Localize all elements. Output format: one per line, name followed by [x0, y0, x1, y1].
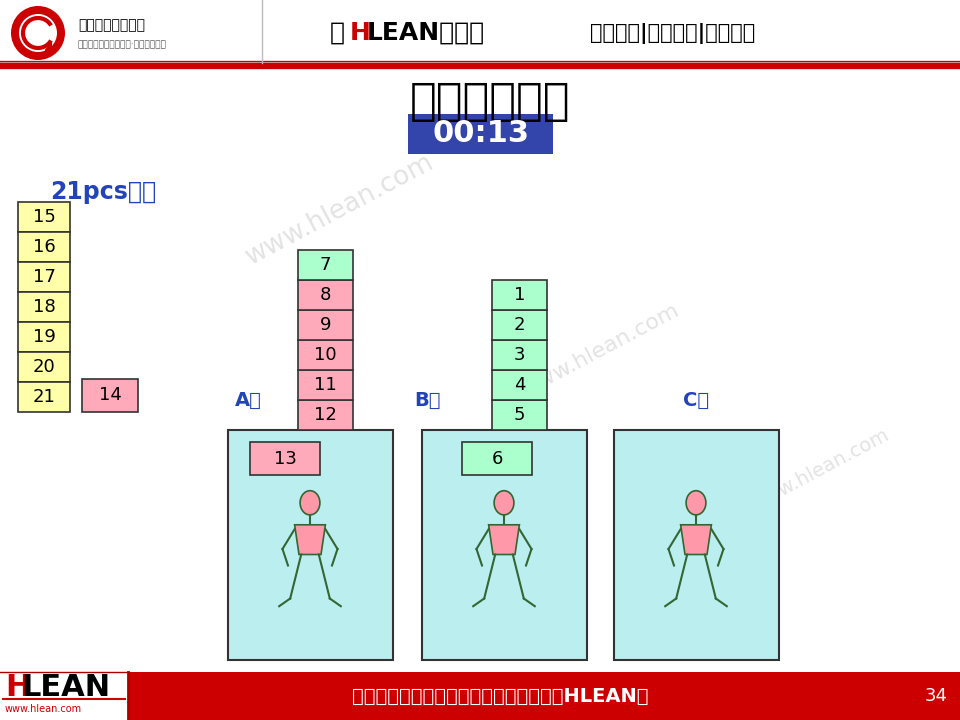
Bar: [298, 250, 353, 280]
Text: www.hlean.com: www.hlean.com: [5, 704, 83, 714]
Bar: [0, 672, 960, 720]
Bar: [250, 442, 320, 475]
Text: 3: 3: [514, 346, 525, 364]
Text: www.hlean.com: www.hlean.com: [517, 300, 683, 400]
Text: 21pcs产品: 21pcs产品: [50, 180, 156, 204]
Bar: [0, 0, 960, 65]
Text: 10: 10: [314, 346, 337, 364]
Text: B站: B站: [414, 390, 441, 410]
Text: C站: C站: [683, 390, 709, 410]
Bar: [228, 430, 393, 660]
Text: 20: 20: [33, 358, 56, 376]
Polygon shape: [295, 525, 325, 554]
Bar: [18, 262, 70, 292]
Text: 21: 21: [33, 388, 56, 406]
Text: 精益生产|智能制造|管理前沿: 精益生产|智能制造|管理前沿: [590, 22, 756, 43]
Bar: [298, 370, 353, 400]
Text: www.hlean.com: www.hlean.com: [242, 149, 439, 271]
Text: 传统堆货生产: 传统堆货生产: [410, 81, 570, 124]
Bar: [18, 322, 70, 352]
Bar: [82, 379, 138, 412]
Bar: [18, 232, 70, 262]
Bar: [614, 430, 779, 660]
Bar: [492, 340, 547, 370]
Text: 9: 9: [320, 316, 331, 334]
Circle shape: [11, 6, 65, 60]
Ellipse shape: [300, 491, 320, 515]
Text: 5: 5: [514, 406, 525, 424]
Bar: [18, 202, 70, 232]
Ellipse shape: [494, 491, 514, 515]
Text: 精益生产促进中心: 精益生产促进中心: [78, 18, 145, 32]
Bar: [408, 114, 553, 154]
Bar: [298, 340, 353, 370]
Text: 34: 34: [924, 687, 948, 705]
Text: 2: 2: [514, 316, 525, 334]
Text: 18: 18: [33, 298, 56, 316]
Text: LEAN学堂】: LEAN学堂】: [367, 21, 485, 45]
Text: 【: 【: [330, 21, 345, 45]
Text: 4: 4: [514, 376, 525, 394]
Text: 12: 12: [314, 406, 337, 424]
Text: LEAN: LEAN: [21, 673, 110, 703]
Bar: [298, 310, 353, 340]
Polygon shape: [489, 525, 519, 554]
Bar: [422, 430, 587, 660]
Text: 8: 8: [320, 286, 331, 304]
Bar: [492, 370, 547, 400]
Bar: [492, 400, 547, 430]
Bar: [18, 352, 70, 382]
Polygon shape: [681, 525, 711, 554]
Text: 中国先进精益管理体系·智能制造系统: 中国先进精益管理体系·智能制造系统: [78, 40, 167, 50]
Bar: [298, 400, 353, 430]
Text: 7: 7: [320, 256, 331, 274]
Bar: [462, 442, 532, 475]
Bar: [492, 310, 547, 340]
Text: www.hlean.com: www.hlean.com: [748, 426, 893, 515]
Text: 1: 1: [514, 286, 525, 304]
Text: H: H: [350, 21, 371, 45]
Text: 14: 14: [99, 387, 121, 405]
Text: A站: A站: [234, 390, 261, 410]
Bar: [298, 280, 353, 310]
Bar: [18, 292, 70, 322]
Bar: [0, 672, 128, 720]
Circle shape: [19, 14, 57, 52]
Text: 19: 19: [33, 328, 56, 346]
Text: 00:13: 00:13: [432, 120, 529, 148]
Text: H: H: [5, 673, 31, 703]
Ellipse shape: [686, 491, 706, 515]
Text: 16: 16: [33, 238, 56, 256]
Bar: [492, 280, 547, 310]
Text: 15: 15: [33, 208, 56, 226]
Text: 13: 13: [274, 449, 297, 467]
Text: 17: 17: [33, 268, 56, 286]
Text: 做行业标杆，找精弘益；要幸福高效，用HLEAN！: 做行业标杆，找精弘益；要幸福高效，用HLEAN！: [351, 686, 648, 706]
Bar: [18, 382, 70, 412]
Text: 11: 11: [314, 376, 337, 394]
Text: 6: 6: [492, 449, 503, 467]
